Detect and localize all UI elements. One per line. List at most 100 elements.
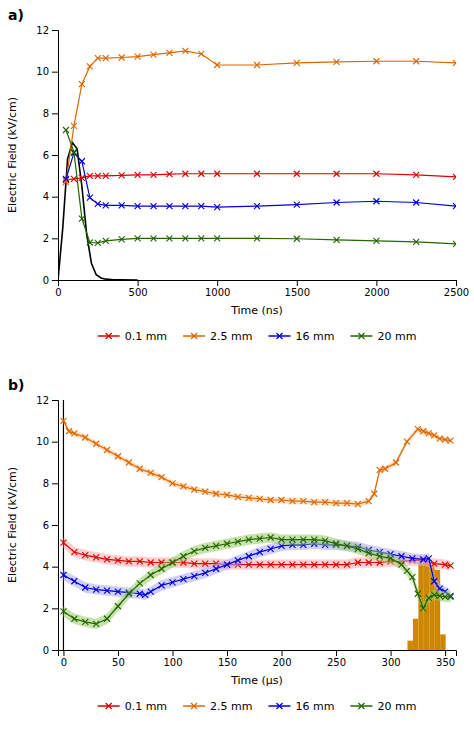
marker — [382, 466, 388, 472]
marker — [426, 430, 432, 436]
x-axis: 05001000150020002500 — [55, 280, 469, 298]
marker — [420, 556, 426, 562]
legend-marker — [191, 333, 197, 339]
histogram-bar — [413, 619, 418, 650]
marker — [254, 171, 260, 177]
marker — [437, 436, 443, 442]
marker — [279, 497, 285, 503]
band — [63, 539, 450, 602]
line — [66, 153, 456, 207]
marker — [344, 562, 350, 568]
marker — [71, 123, 77, 129]
line — [66, 51, 456, 182]
marker — [148, 560, 154, 566]
marker — [448, 563, 454, 569]
marker — [66, 428, 72, 434]
marker — [198, 171, 204, 177]
line — [66, 174, 456, 180]
marker — [398, 562, 404, 568]
tick-label: 0 — [55, 287, 61, 298]
marker — [448, 594, 454, 600]
marker — [151, 52, 157, 58]
marker — [115, 557, 121, 563]
series — [58, 143, 138, 281]
marker — [191, 487, 197, 493]
marker — [224, 562, 230, 568]
marker — [334, 59, 340, 65]
marker — [169, 579, 175, 585]
marker — [198, 235, 204, 241]
marker — [198, 203, 204, 209]
legend-item: 16 mm — [268, 700, 334, 713]
marker — [257, 562, 263, 568]
marker — [344, 543, 350, 549]
marker — [82, 585, 88, 591]
tick-label: 6 — [43, 520, 49, 531]
marker — [409, 555, 415, 561]
series — [63, 150, 456, 210]
marker — [377, 467, 383, 473]
marker — [119, 236, 125, 242]
tick: 6 — [43, 150, 58, 161]
line — [63, 421, 450, 504]
tick: 0 — [55, 280, 61, 298]
tick-label: 12 — [36, 25, 49, 36]
marker — [413, 172, 419, 178]
marker — [289, 562, 295, 568]
legend-label: 20 mm — [377, 700, 416, 713]
axis-line — [59, 281, 457, 287]
marker — [63, 176, 69, 182]
tick: 2500 — [444, 280, 469, 298]
tick-mark — [63, 650, 64, 656]
marker — [437, 593, 443, 599]
marker — [413, 58, 419, 64]
series — [63, 127, 456, 247]
marker — [388, 555, 394, 561]
histogram-bar — [407, 641, 412, 650]
tick-label: 8 — [43, 108, 49, 119]
tick-mark — [52, 113, 58, 114]
legend-label: 16 mm — [295, 330, 334, 343]
marker — [126, 558, 132, 564]
marker — [404, 439, 410, 445]
marker — [103, 202, 109, 208]
marker — [311, 562, 317, 568]
marker — [182, 203, 188, 209]
marker — [103, 55, 109, 61]
marker — [135, 235, 141, 241]
marker — [333, 500, 339, 506]
marker — [115, 589, 121, 595]
marker — [300, 562, 306, 568]
chart: a)05001000150020002500024681012Time (ns)… — [0, 0, 474, 746]
marker — [71, 616, 77, 622]
marker — [214, 235, 220, 241]
tick-label: 0 — [43, 275, 49, 286]
tick-mark — [52, 525, 58, 526]
tick-label: 2500 — [444, 287, 469, 298]
legend: 0.1 mm2.5 mm16 mm20 mm — [98, 330, 417, 343]
marker — [224, 541, 230, 547]
marker — [95, 240, 101, 246]
band — [63, 532, 450, 629]
marker — [119, 202, 125, 208]
marker — [135, 203, 141, 209]
tick-mark — [52, 238, 58, 239]
tick-mark — [52, 400, 58, 401]
line — [66, 130, 456, 244]
marker — [213, 566, 219, 572]
marker — [60, 418, 66, 424]
tick-label: 300 — [382, 657, 401, 668]
tick-mark — [336, 650, 337, 656]
tick-mark — [52, 155, 58, 156]
tick-mark — [376, 280, 377, 286]
marker — [180, 553, 186, 559]
marker — [453, 174, 456, 180]
marker — [254, 203, 260, 209]
marker — [289, 498, 295, 504]
marker — [235, 494, 241, 500]
marker — [246, 495, 252, 501]
axis-line — [59, 651, 457, 657]
tick-mark — [52, 30, 58, 31]
tick-label: 4 — [43, 191, 49, 202]
marker — [420, 428, 426, 434]
